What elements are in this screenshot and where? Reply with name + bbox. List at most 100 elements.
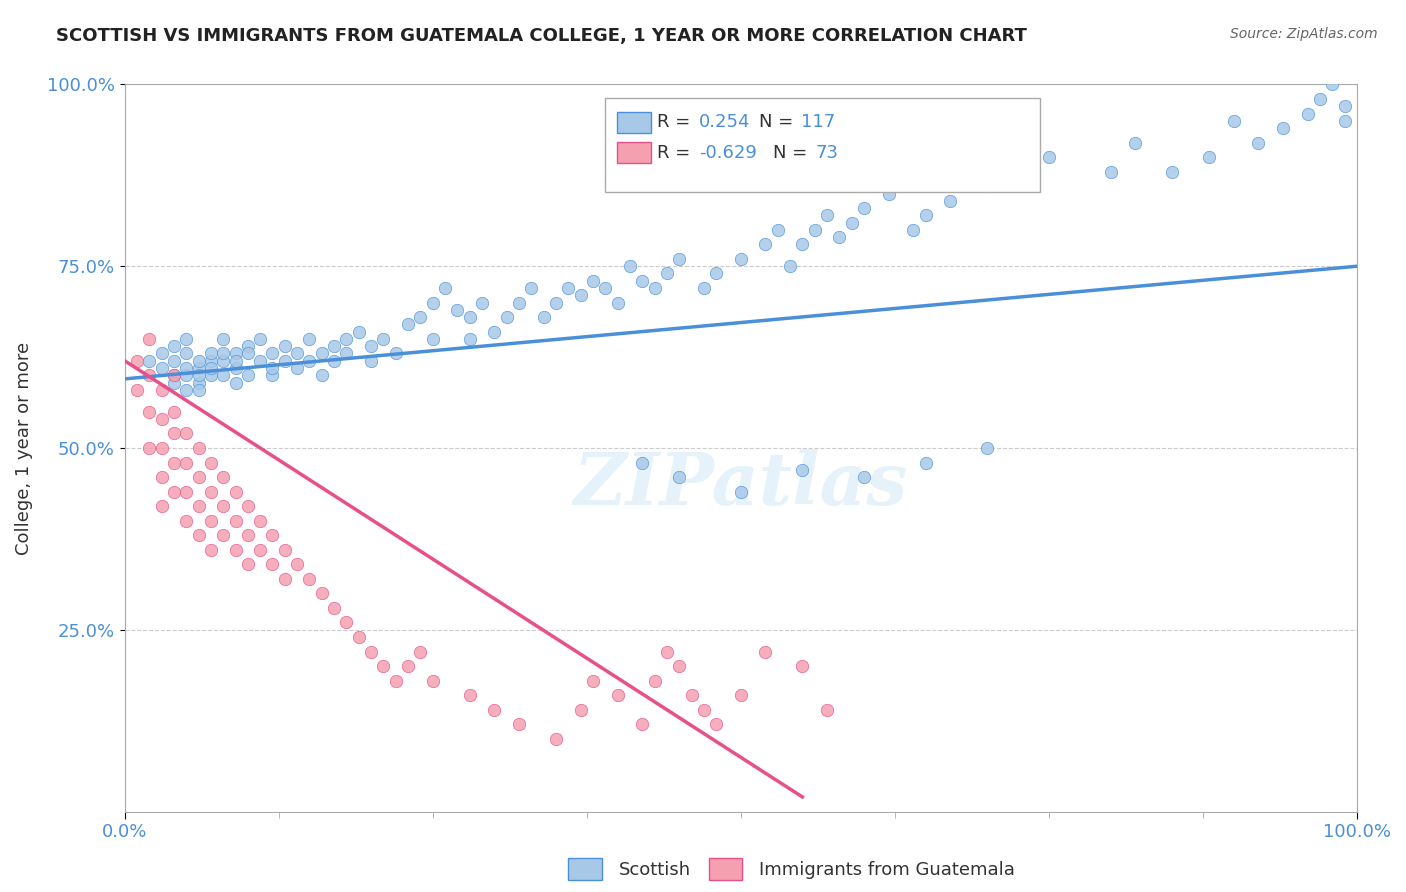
Point bbox=[262, 558, 284, 572]
Point bbox=[484, 703, 506, 717]
Text: N =: N = bbox=[759, 113, 799, 131]
Point bbox=[668, 470, 690, 484]
Point bbox=[704, 267, 727, 281]
Point bbox=[236, 528, 259, 542]
Point bbox=[174, 368, 197, 383]
Point bbox=[1322, 78, 1344, 92]
Point bbox=[200, 361, 222, 376]
Point bbox=[644, 673, 666, 688]
Point bbox=[212, 499, 235, 513]
Point bbox=[262, 361, 284, 376]
Point bbox=[373, 659, 395, 673]
Point bbox=[754, 644, 776, 658]
Point bbox=[298, 332, 321, 346]
Point bbox=[347, 325, 370, 339]
Point bbox=[174, 456, 197, 470]
Text: Immigrants from Guatemala: Immigrants from Guatemala bbox=[759, 861, 1015, 879]
Point bbox=[655, 267, 678, 281]
Point bbox=[150, 412, 173, 426]
Point bbox=[225, 514, 247, 528]
Point bbox=[1296, 106, 1319, 120]
Text: 117: 117 bbox=[801, 113, 835, 131]
Point bbox=[792, 659, 814, 673]
Point bbox=[693, 281, 716, 295]
Point bbox=[828, 230, 851, 244]
Point bbox=[163, 368, 186, 383]
Point bbox=[262, 368, 284, 383]
Point bbox=[225, 353, 247, 368]
Point bbox=[212, 353, 235, 368]
Point bbox=[471, 295, 494, 310]
Point bbox=[236, 558, 259, 572]
Point bbox=[631, 456, 654, 470]
Point bbox=[335, 332, 357, 346]
Point bbox=[174, 332, 197, 346]
Point bbox=[422, 332, 444, 346]
Point bbox=[458, 310, 481, 324]
Point bbox=[582, 274, 605, 288]
Point bbox=[815, 703, 838, 717]
Point bbox=[125, 353, 148, 368]
Point bbox=[1272, 121, 1295, 136]
Point bbox=[150, 346, 173, 360]
Point bbox=[903, 223, 925, 237]
Point bbox=[249, 332, 271, 346]
Point bbox=[323, 339, 346, 353]
Point bbox=[335, 346, 357, 360]
Point bbox=[323, 353, 346, 368]
Point bbox=[508, 717, 530, 731]
Point bbox=[187, 470, 209, 484]
Point bbox=[1038, 150, 1060, 164]
Point bbox=[766, 223, 789, 237]
Point bbox=[163, 426, 186, 441]
Point bbox=[138, 353, 160, 368]
Point bbox=[285, 558, 308, 572]
Point bbox=[384, 673, 406, 688]
Point bbox=[593, 281, 616, 295]
Point bbox=[187, 353, 209, 368]
Point bbox=[939, 194, 962, 208]
Text: R =: R = bbox=[657, 144, 696, 161]
Point bbox=[544, 731, 567, 746]
Point bbox=[360, 339, 382, 353]
Point bbox=[174, 383, 197, 397]
Point bbox=[409, 644, 432, 658]
Text: 0.254: 0.254 bbox=[699, 113, 751, 131]
Point bbox=[262, 528, 284, 542]
Point bbox=[249, 353, 271, 368]
Point bbox=[644, 281, 666, 295]
Point bbox=[1247, 136, 1270, 150]
Point bbox=[976, 179, 998, 194]
Point bbox=[508, 295, 530, 310]
Point bbox=[730, 252, 752, 266]
Point bbox=[347, 630, 370, 644]
Text: ZIPatlas: ZIPatlas bbox=[574, 449, 908, 520]
Point bbox=[582, 673, 605, 688]
Point bbox=[163, 456, 186, 470]
Point bbox=[1309, 92, 1331, 106]
Point bbox=[174, 514, 197, 528]
Point bbox=[569, 288, 592, 302]
Point bbox=[458, 688, 481, 702]
Point bbox=[619, 259, 641, 273]
Point bbox=[150, 383, 173, 397]
Point bbox=[1333, 99, 1355, 113]
Point bbox=[298, 353, 321, 368]
Point bbox=[520, 281, 543, 295]
Point bbox=[163, 353, 186, 368]
Point bbox=[681, 688, 703, 702]
Point bbox=[200, 542, 222, 557]
Point bbox=[274, 572, 297, 586]
Point bbox=[311, 346, 333, 360]
Point bbox=[174, 484, 197, 499]
Point bbox=[187, 361, 209, 376]
Point bbox=[396, 659, 419, 673]
Point bbox=[285, 346, 308, 360]
Point bbox=[422, 673, 444, 688]
Point bbox=[730, 484, 752, 499]
Point bbox=[200, 484, 222, 499]
Point bbox=[792, 463, 814, 477]
Point bbox=[163, 376, 186, 390]
Text: Scottish: Scottish bbox=[619, 861, 690, 879]
Point bbox=[779, 259, 801, 273]
